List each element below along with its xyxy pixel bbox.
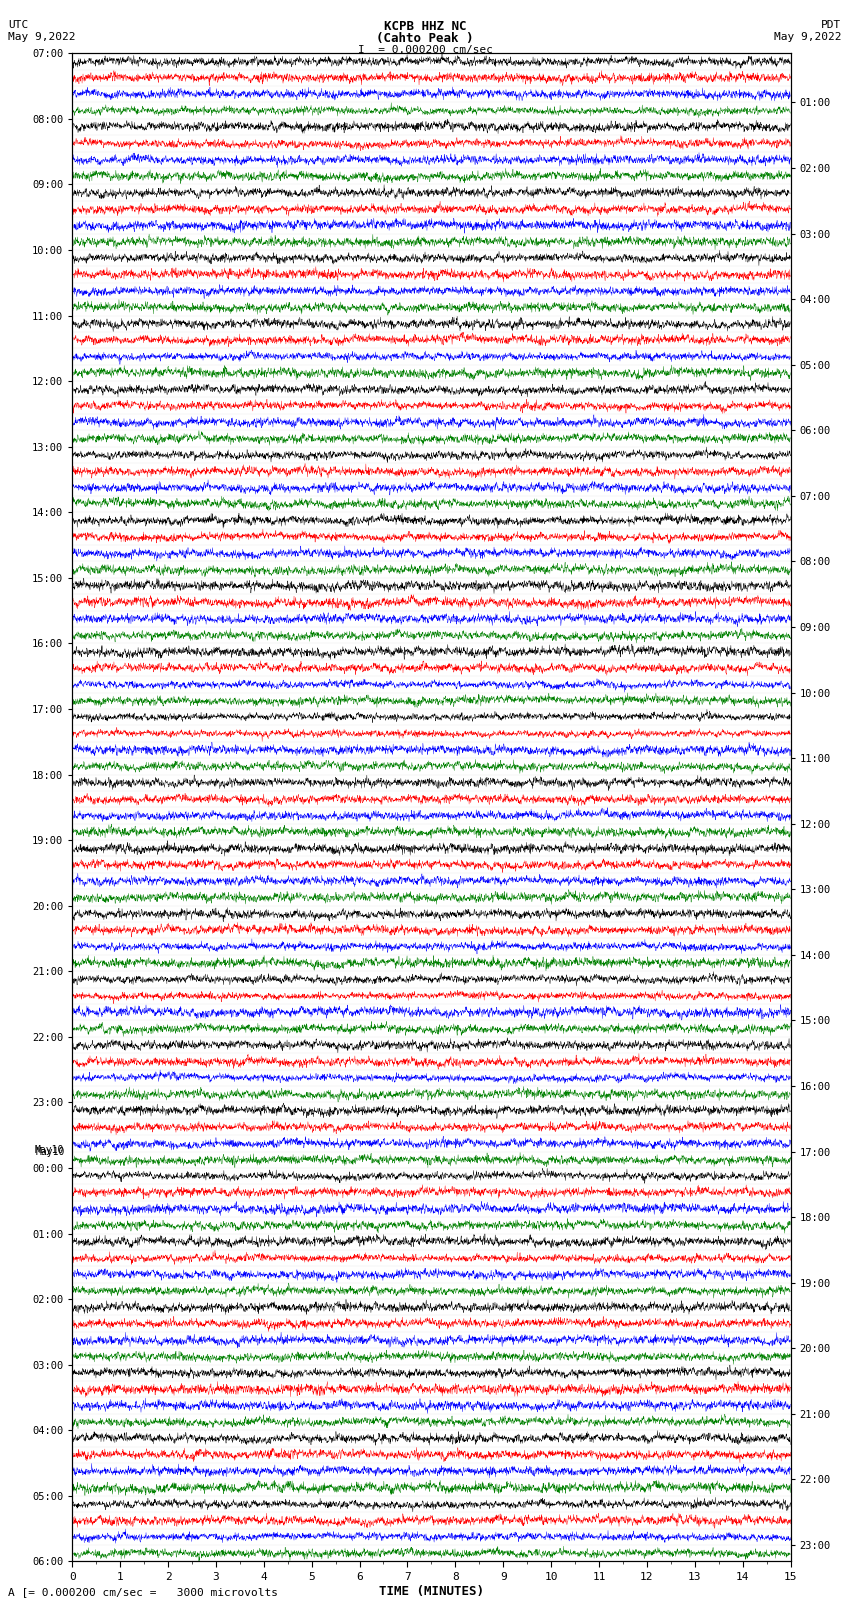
Text: May10: May10 xyxy=(36,1147,65,1157)
Text: I  = 0.000200 cm/sec: I = 0.000200 cm/sec xyxy=(358,45,492,55)
Text: May 9,2022: May 9,2022 xyxy=(8,32,76,42)
Text: May 9,2022: May 9,2022 xyxy=(774,32,842,42)
Text: KCPB HHZ NC: KCPB HHZ NC xyxy=(383,19,467,34)
Text: May10: May10 xyxy=(34,1145,64,1155)
Text: (Cahto Peak ): (Cahto Peak ) xyxy=(377,32,473,45)
Text: PDT: PDT xyxy=(821,19,842,31)
Text: A [= 0.000200 cm/sec =   3000 microvolts: A [= 0.000200 cm/sec = 3000 microvolts xyxy=(8,1587,279,1597)
X-axis label: TIME (MINUTES): TIME (MINUTES) xyxy=(379,1584,484,1597)
Text: UTC: UTC xyxy=(8,19,29,31)
